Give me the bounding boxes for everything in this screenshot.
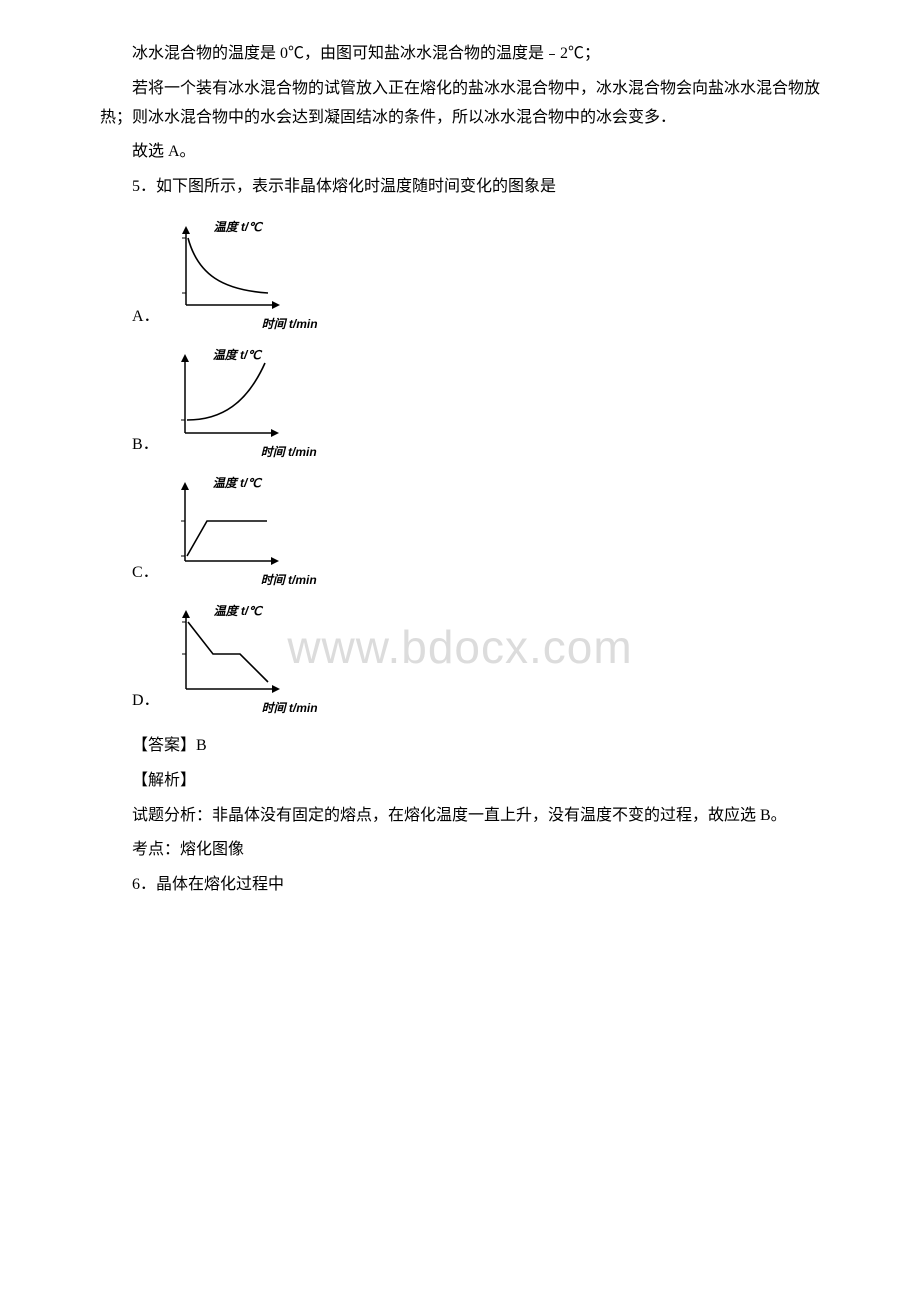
graph-c: 温度 t/℃ 时间 t/min	[167, 476, 307, 586]
curve-d	[188, 622, 268, 682]
option-b-row: B． 温度 t/℃ 时间 t/min	[100, 348, 820, 458]
option-a-label: A．	[100, 302, 160, 330]
kaodian-text: 考点：熔化图像	[100, 836, 820, 865]
option-c-row: C． 温度 t/℃ 时间 t/min	[100, 476, 820, 586]
graph-a-svg	[168, 220, 288, 320]
curve-b	[187, 363, 265, 420]
question-5: 5．如下图所示，表示非晶体熔化时温度随时间变化的图象是	[100, 173, 820, 202]
option-c-label: C．	[100, 558, 159, 586]
jiexi-label: 【解析】	[100, 767, 820, 796]
paragraph-1: 冰水混合物的温度是 0℃，由图可知盐冰水混合物的温度是﹣2℃；	[100, 40, 820, 69]
y-axis-label: 温度 t/℃	[182, 218, 262, 235]
curve-a	[188, 238, 268, 293]
option-a-row: A． 温度 t/℃ 时间 t/min	[100, 220, 820, 330]
curve-c	[187, 521, 267, 556]
x-axis-label: 时间 t/min	[229, 571, 317, 588]
analysis-text: 试题分析：非晶体没有固定的熔点，在熔化温度一直上升，没有温度不变的过程，故应选 …	[100, 802, 820, 831]
paragraph-3: 故选 A。	[100, 138, 820, 167]
graph-a: 温度 t/℃ 时间 t/min	[168, 220, 308, 330]
paragraph-2: 若将一个装有冰水混合物的试管放入正在熔化的盐冰水混合物中，冰水混合物会向盐冰水混…	[100, 75, 820, 133]
graph-b-svg	[167, 348, 287, 448]
x-axis-label: 时间 t/min	[230, 315, 318, 332]
graph-d-svg	[168, 604, 288, 704]
graph-b: 温度 t/℃ 时间 t/min	[167, 348, 307, 458]
x-axis-label: 时间 t/min	[230, 699, 318, 716]
answer-5: 【答案】B	[100, 732, 820, 761]
option-d-row: D． 温度 t/℃ 时间 t/min	[100, 604, 820, 714]
graph-c-svg	[167, 476, 287, 576]
option-b-label: B．	[100, 430, 159, 458]
x-axis-label: 时间 t/min	[229, 443, 317, 460]
option-d-label: D．	[100, 686, 160, 714]
y-axis-label: 温度 t/℃	[181, 474, 261, 491]
y-axis-label: 温度 t/℃	[182, 602, 262, 619]
question-6: 6．晶体在熔化过程中	[100, 871, 820, 900]
graph-d: 温度 t/℃ 时间 t/min	[168, 604, 308, 714]
y-axis-label: 温度 t/℃	[181, 346, 261, 363]
